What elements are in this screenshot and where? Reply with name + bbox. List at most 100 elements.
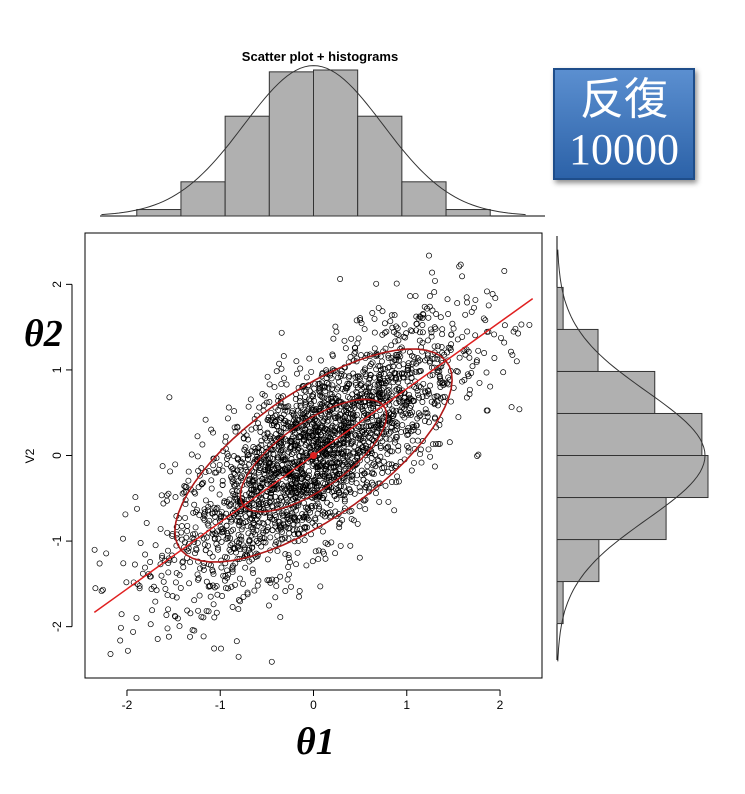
top-hist-bar xyxy=(401,181,447,217)
data-point xyxy=(371,374,378,381)
data-point xyxy=(454,300,461,307)
data-point xyxy=(397,353,404,360)
data-point xyxy=(390,419,397,426)
data-point xyxy=(283,456,290,463)
data-point xyxy=(332,550,339,557)
data-point xyxy=(331,492,338,499)
data-point xyxy=(336,441,343,448)
data-point xyxy=(203,578,210,585)
right-hist-bar xyxy=(556,286,564,330)
data-point xyxy=(202,547,209,554)
data-point xyxy=(371,345,378,352)
data-point xyxy=(276,360,283,367)
data-point xyxy=(425,446,432,453)
data-point xyxy=(489,291,496,297)
data-point xyxy=(387,428,394,435)
data-point xyxy=(344,441,351,448)
data-point xyxy=(409,437,416,444)
y-tick-label: 2 xyxy=(50,281,64,288)
data-point xyxy=(384,388,391,395)
data-point xyxy=(386,383,393,390)
data-point xyxy=(426,252,432,259)
right-histogram xyxy=(556,236,709,662)
data-point xyxy=(482,317,489,324)
data-point xyxy=(219,526,226,533)
data-point xyxy=(236,522,243,529)
data-point xyxy=(215,546,221,553)
data-point xyxy=(302,511,309,518)
data-point xyxy=(243,432,250,439)
data-point xyxy=(173,531,180,538)
data-point xyxy=(228,583,235,590)
data-point xyxy=(315,556,322,563)
data-point xyxy=(361,366,368,373)
data-point xyxy=(272,541,279,548)
data-point xyxy=(218,645,224,652)
data-point xyxy=(147,559,154,565)
data-point xyxy=(237,463,244,470)
top-hist-bar xyxy=(357,115,403,217)
data-point xyxy=(268,494,274,501)
data-point xyxy=(304,505,311,512)
y-axis-label: V2 xyxy=(23,448,37,463)
data-point xyxy=(393,386,400,393)
data-point xyxy=(431,289,438,296)
data-point xyxy=(240,455,246,462)
data-point xyxy=(424,352,431,359)
data-point xyxy=(454,368,461,375)
data-point xyxy=(312,516,319,523)
data-point xyxy=(336,470,343,477)
data-point xyxy=(381,464,387,471)
data-point xyxy=(243,500,249,507)
data-point xyxy=(238,533,245,540)
data-point xyxy=(487,383,494,390)
data-point xyxy=(269,527,276,534)
data-point xyxy=(318,412,325,419)
data-point xyxy=(459,273,466,280)
data-point xyxy=(145,570,152,577)
data-point xyxy=(356,375,363,382)
data-point xyxy=(229,488,236,495)
data-point xyxy=(353,432,360,439)
data-point xyxy=(200,479,207,486)
data-point xyxy=(298,447,305,454)
data-point xyxy=(222,433,229,440)
data-point xyxy=(210,462,217,469)
data-point xyxy=(200,566,207,573)
data-point xyxy=(269,455,276,462)
data-point xyxy=(192,524,199,531)
data-point xyxy=(336,466,343,473)
data-point xyxy=(214,528,221,535)
data-point xyxy=(297,458,303,465)
right-hist-bar xyxy=(556,455,709,499)
data-point xyxy=(216,461,223,468)
data-point xyxy=(369,462,376,469)
data-point xyxy=(300,469,307,476)
data-point xyxy=(466,386,473,393)
data-point xyxy=(194,433,201,440)
data-point xyxy=(391,439,398,446)
data-point xyxy=(218,557,225,564)
data-point xyxy=(275,501,282,507)
data-point xyxy=(472,296,479,303)
data-point xyxy=(373,490,379,497)
data-point xyxy=(400,347,407,354)
data-point xyxy=(213,469,220,476)
data-point xyxy=(416,329,423,336)
data-point xyxy=(234,454,241,461)
data-point xyxy=(431,463,438,470)
data-point xyxy=(318,357,324,364)
data-point xyxy=(185,540,192,547)
data-point xyxy=(468,370,475,376)
data-point xyxy=(408,411,414,418)
data-point xyxy=(275,485,282,492)
data-point xyxy=(261,402,268,409)
data-point xyxy=(231,508,238,515)
data-point xyxy=(261,464,268,471)
data-point xyxy=(360,476,367,483)
data-point xyxy=(301,387,308,394)
data-point xyxy=(213,583,220,590)
data-point xyxy=(300,472,307,479)
data-point xyxy=(246,502,253,509)
data-point xyxy=(462,311,469,318)
